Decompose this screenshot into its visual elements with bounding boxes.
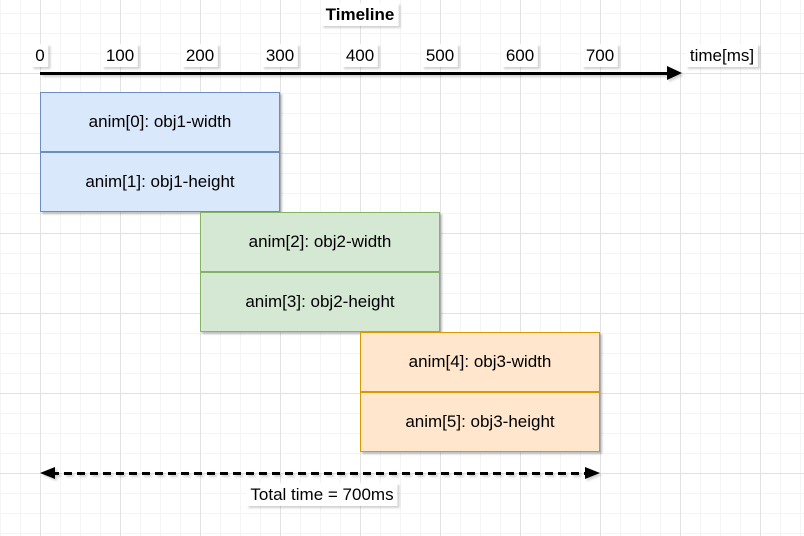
bar-label: anim[5]: obj3-height bbox=[405, 412, 555, 431]
axis-tick-label-400: 400 bbox=[341, 44, 379, 67]
axis-tick-label-200: 200 bbox=[181, 44, 219, 67]
timeline-bar-anim2: anim[2]: obj2-width bbox=[200, 212, 440, 272]
timeline-bar-anim1: anim[1]: obj1-height bbox=[40, 152, 280, 212]
axis-tick-label-100: 100 bbox=[101, 44, 139, 67]
axis-tick-label-600: 600 bbox=[501, 44, 539, 67]
timeline-bar-anim3: anim[3]: obj2-height bbox=[200, 272, 440, 332]
axis-tick-label-0: 0 bbox=[31, 44, 49, 67]
bar-label: anim[1]: obj1-height bbox=[85, 172, 235, 191]
time-axis-line bbox=[40, 72, 669, 75]
total-time-label: Total time = 700ms bbox=[246, 483, 398, 506]
bar-label: anim[0]: obj1-width bbox=[88, 112, 232, 131]
bar-label: anim[4]: obj3-width bbox=[408, 352, 552, 371]
total-time-arrow-dashed-line bbox=[51, 471, 589, 475]
total-time-arrow-right-head-icon bbox=[585, 467, 600, 479]
bar-label: anim[3]: obj2-height bbox=[245, 292, 395, 311]
timeline-bar-anim5: anim[5]: obj3-height bbox=[360, 392, 600, 452]
time-axis-arrowhead-icon bbox=[667, 66, 682, 80]
axis-tick-label-700: 700 bbox=[581, 44, 619, 67]
total-time-arrow-left-head-icon bbox=[40, 467, 55, 479]
axis-unit-label: time[ms] bbox=[685, 44, 759, 67]
timeline-title: Timeline bbox=[321, 3, 399, 26]
bar-label: anim[2]: obj2-width bbox=[248, 232, 392, 251]
total-time-arrow bbox=[40, 466, 600, 480]
axis-tick-label-500: 500 bbox=[421, 44, 459, 67]
timeline-bar-anim0: anim[0]: obj1-width bbox=[40, 92, 280, 152]
timeline-bar-anim4: anim[4]: obj3-width bbox=[360, 332, 600, 392]
axis-tick-label-300: 300 bbox=[261, 44, 299, 67]
